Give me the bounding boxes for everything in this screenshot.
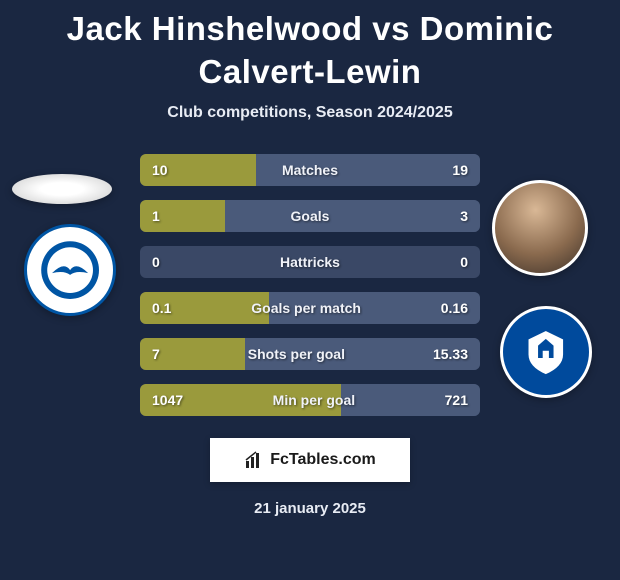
stat-value-left: 0 [140,254,160,270]
stat-row: 0Hattricks0 [140,246,480,278]
page-title: Jack Hinshelwood vs Dominic Calvert-Lewi… [0,0,620,94]
stat-label: Matches [168,162,453,178]
brand-label: FcTables.com [270,451,376,469]
stat-value-left: 0.1 [140,300,171,316]
stat-row: 0.1Goals per match0.16 [140,292,480,324]
stat-row: 1Goals3 [140,200,480,232]
stat-label: Min per goal [183,392,444,408]
brand-box[interactable]: FcTables.com [210,438,410,482]
stat-value-right: 15.33 [433,346,480,362]
stat-row: 10Matches19 [140,154,480,186]
stat-value-left: 10 [140,162,168,178]
stat-value-left: 1047 [140,392,183,408]
stat-value-right: 0 [460,254,480,270]
stat-value-right: 19 [452,162,480,178]
stat-value-right: 721 [445,392,480,408]
stat-label: Hattricks [160,254,460,270]
stat-label: Goals [160,208,460,224]
stat-value-right: 3 [460,208,480,224]
stat-value-right: 0.16 [441,300,480,316]
subtitle: Club competitions, Season 2024/2025 [167,104,452,122]
comparison-card: Jack Hinshelwood vs Dominic Calvert-Lewi… [0,0,620,580]
stat-label: Shots per goal [160,346,433,362]
footer-date: 21 january 2025 [254,500,366,517]
stat-row: 7Shots per goal15.33 [140,338,480,370]
stat-value-left: 1 [140,208,160,224]
stats-area: 10Matches191Goals30Hattricks00.1Goals pe… [0,154,620,416]
stat-row: 1047Min per goal721 [140,384,480,416]
stat-label: Goals per match [171,300,440,316]
chart-icon [244,450,264,470]
stat-value-left: 7 [140,346,160,362]
